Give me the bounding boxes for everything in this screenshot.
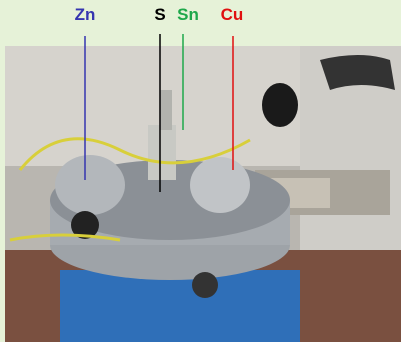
label-cu: Cu [221, 5, 244, 24]
label-sn: Sn [177, 5, 199, 24]
figure: Zn S Sn Cu [0, 0, 401, 342]
label-s: S [154, 5, 165, 24]
label-zn: Zn [75, 5, 96, 24]
photo [5, 46, 401, 342]
